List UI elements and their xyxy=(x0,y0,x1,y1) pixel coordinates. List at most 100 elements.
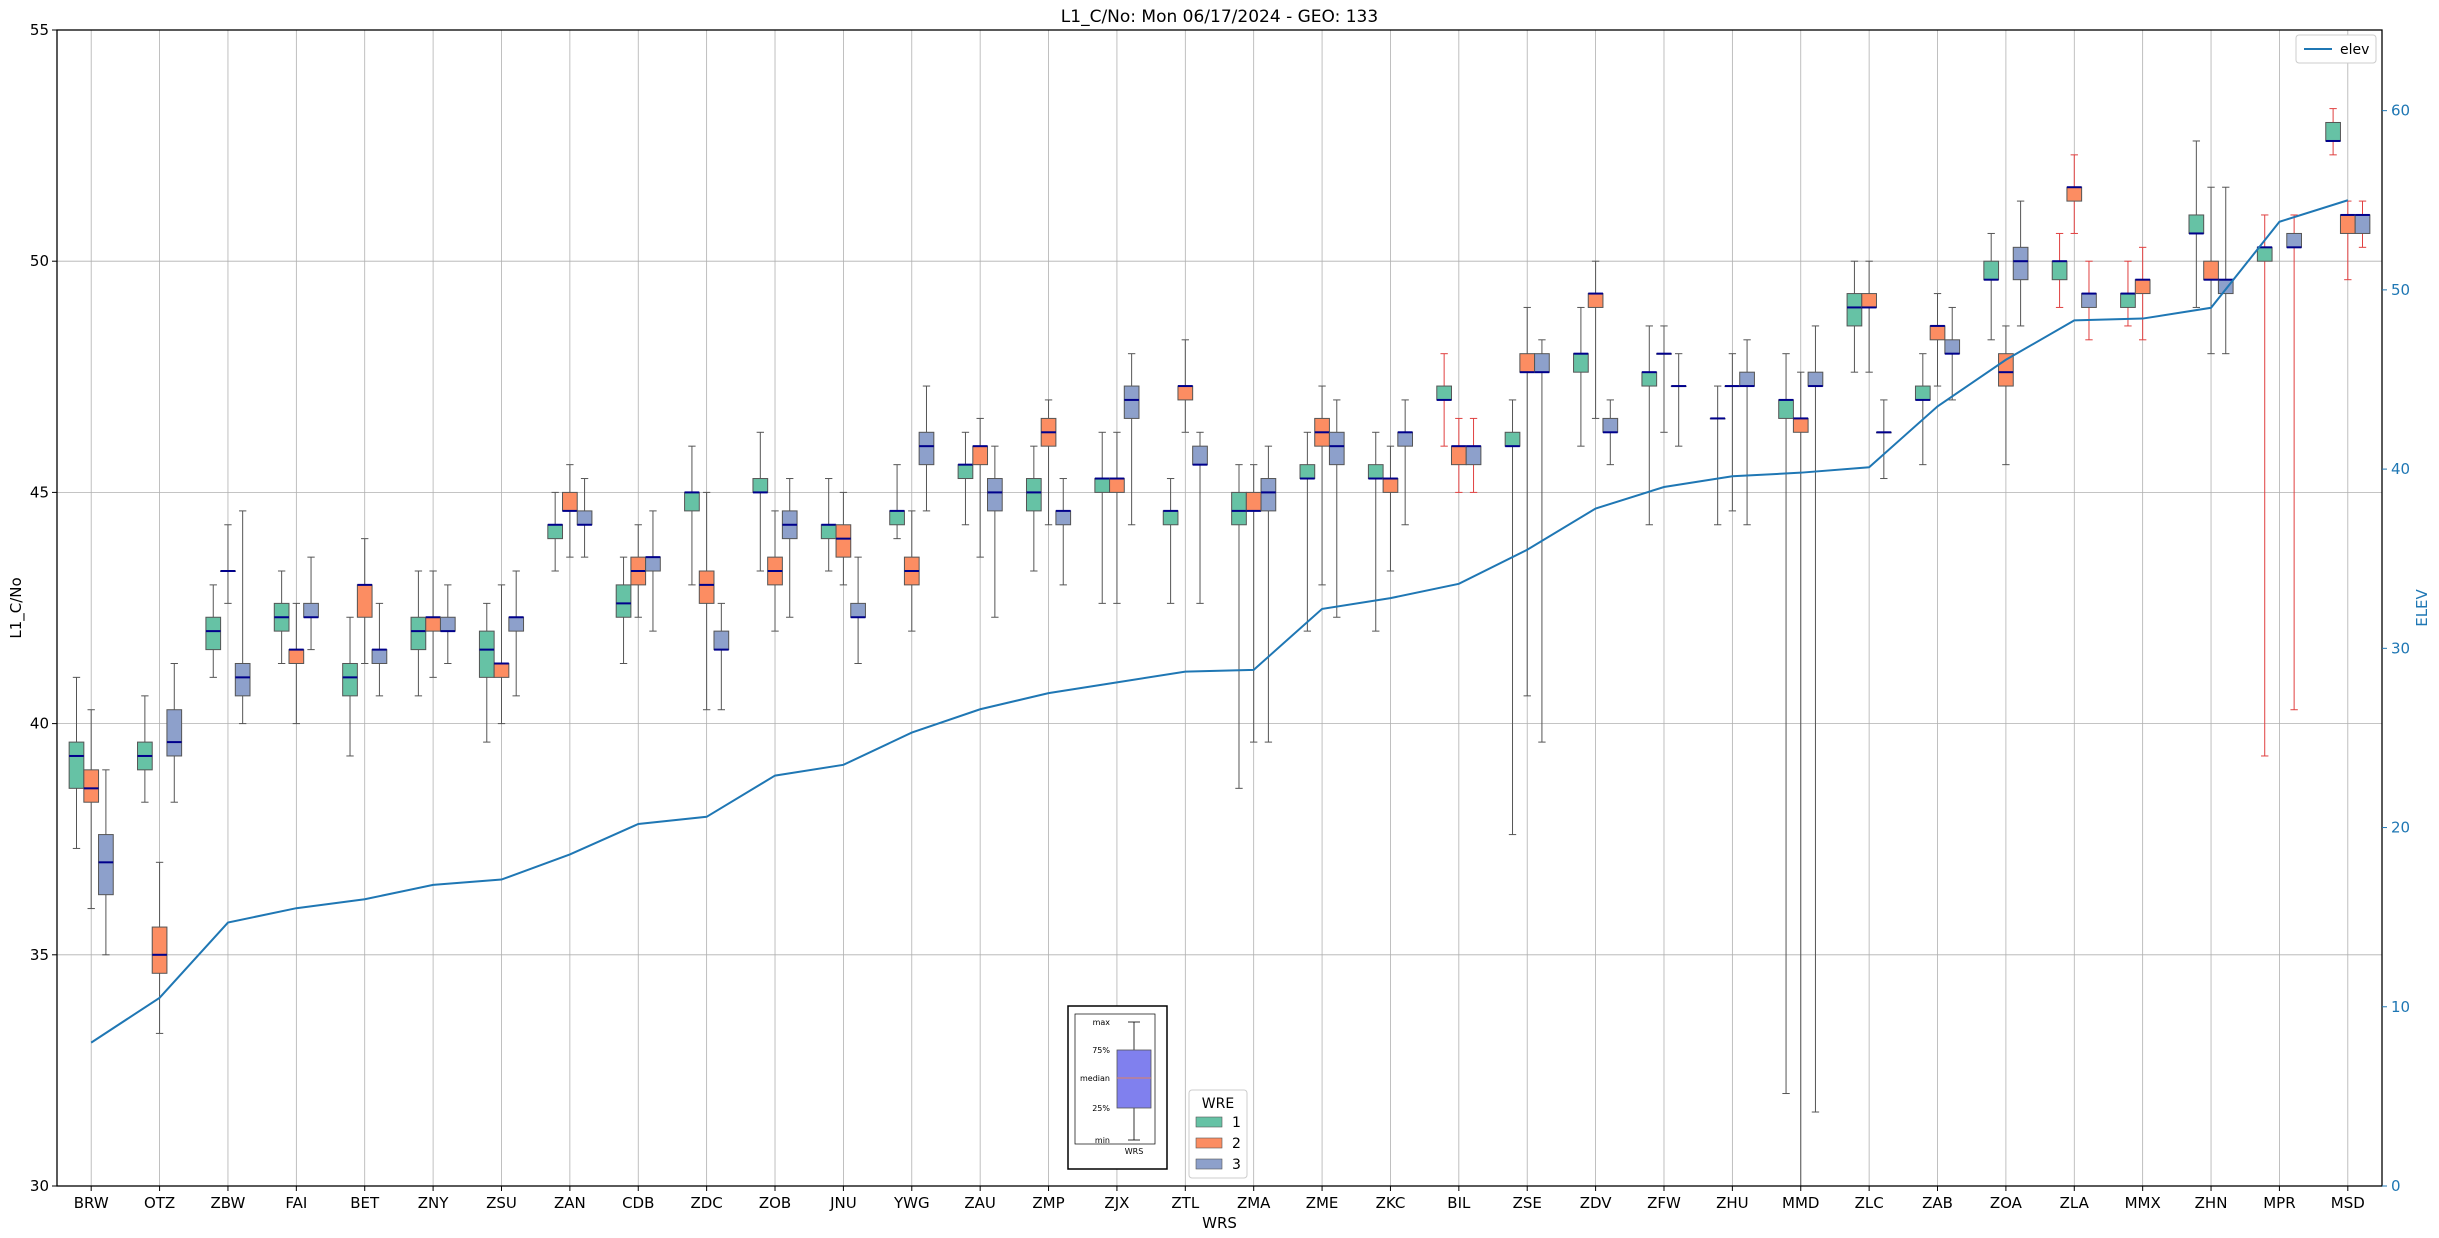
box-wre-3 xyxy=(98,834,114,896)
box-wre-3 xyxy=(1192,445,1208,466)
box-wre-1 xyxy=(1504,431,1521,447)
x-tick-label: MMD xyxy=(1782,1194,1819,1212)
box-wre-2 xyxy=(835,524,852,558)
box-wre-1 xyxy=(1367,464,1384,480)
elev-line xyxy=(90,199,2349,1044)
elev-legend-label: elev xyxy=(2340,42,2369,58)
box-wre-1 xyxy=(2051,260,2068,281)
box-wre-3 xyxy=(1944,339,1961,355)
box-wre-2 xyxy=(1109,478,1125,493)
wre-legend-label-2: 2 xyxy=(1232,1136,1241,1152)
y2-tick-label: 20 xyxy=(2391,819,2410,837)
box-key-box xyxy=(1116,1049,1152,1109)
box-wre-3 xyxy=(1123,385,1140,419)
box-key-inner-frame xyxy=(1074,1013,1156,1145)
box-wre-1 xyxy=(1573,353,1589,373)
box-key-inset: max 75% median 25% min WRS xyxy=(1067,1005,1168,1170)
box-wre-3 xyxy=(1260,478,1277,512)
x-tick-label: MMX xyxy=(2125,1194,2161,1212)
box-wre-2 xyxy=(1929,325,1946,341)
wre-legend-swatch-2 xyxy=(1195,1137,1223,1149)
x-tick-label: ZSE xyxy=(1513,1194,1542,1212)
x-tick-label: CDB xyxy=(622,1194,654,1212)
box-wre-2 xyxy=(2134,279,2151,295)
box-wre-3 xyxy=(576,510,593,526)
box-wre-3 xyxy=(371,649,388,664)
box-key-label-q3: 75% xyxy=(1092,1046,1110,1055)
y2-tick-label: 0 xyxy=(2391,1177,2401,1195)
y-axis-title: L1_C/No xyxy=(7,577,26,638)
x-tick-label: ZBW xyxy=(211,1194,246,1212)
box-wre-3 xyxy=(2354,214,2371,234)
y2-tick-label: 30 xyxy=(2391,639,2410,657)
wre-legend-swatch-3 xyxy=(1195,1158,1223,1170)
box-wre-2 xyxy=(562,491,578,512)
y2-axis-title: ELEV xyxy=(2413,588,2431,626)
box-wre-3 xyxy=(1055,510,1072,526)
x-tick-label: ZJX xyxy=(1104,1194,1129,1212)
wre-legend: WRE 1 2 3 xyxy=(1188,1089,1248,1179)
box-wre-2 xyxy=(1382,478,1399,493)
box-wre-1 xyxy=(2325,121,2341,142)
elev-legend-frame xyxy=(2295,34,2377,64)
box-wre-1 xyxy=(2120,293,2136,308)
x-tick-label: ZKC xyxy=(1376,1194,1406,1212)
x-tick-label: MPR xyxy=(2263,1194,2295,1212)
y-tick-label: 55 xyxy=(30,21,49,39)
box-wre-3 xyxy=(2081,293,2097,308)
x-axis-title: WRS xyxy=(1202,1214,1237,1232)
elev-layer xyxy=(90,199,2349,1044)
plot-frame xyxy=(56,29,2383,1187)
x-tick-label: ZOB xyxy=(759,1194,791,1212)
x-tick-label: ZDC xyxy=(690,1194,722,1212)
box-wre-2 xyxy=(1519,353,1536,373)
box-wre-3 xyxy=(1602,417,1619,433)
wre-legend-frame xyxy=(1188,1089,1248,1179)
x-tick-label: ZLC xyxy=(1855,1194,1884,1212)
box-wre-3 xyxy=(645,556,661,572)
box-wre-1 xyxy=(615,584,632,618)
box-wre-1 xyxy=(1641,371,1658,387)
box-key-label-q1: 25% xyxy=(1092,1104,1110,1113)
box-wre-3 xyxy=(166,709,183,757)
y-tick-label: 45 xyxy=(30,483,49,501)
box-wre-1 xyxy=(342,662,358,697)
x-tick-label: ZNY xyxy=(418,1194,449,1212)
x-tick-label: ZHU xyxy=(1716,1194,1749,1212)
box-wre-3 xyxy=(1397,431,1414,447)
elev-legend: elev xyxy=(2295,34,2377,64)
box-wre-3 xyxy=(1739,371,1755,387)
x-tick-label: ZLA xyxy=(2060,1194,2090,1212)
box-wre-3 xyxy=(303,602,319,618)
box-wre-3 xyxy=(850,602,866,618)
y2-tick-label: 50 xyxy=(2391,281,2410,299)
box-key-label-median: median xyxy=(1080,1074,1110,1083)
box-wre-3 xyxy=(234,662,251,697)
y-tick-label: 40 xyxy=(30,715,49,733)
box-wre-3 xyxy=(1534,353,1550,373)
box-wre-2 xyxy=(1450,445,1467,466)
box-wre-1 xyxy=(1436,385,1452,401)
x-tick-label: ZHN xyxy=(2195,1194,2228,1212)
box-wre-2 xyxy=(1177,385,1194,401)
x-tick-label: ZFW xyxy=(1647,1194,1681,1212)
y-tick-label: 35 xyxy=(30,946,49,964)
box-wre-2 xyxy=(288,649,305,664)
box-wre-3 xyxy=(508,616,525,632)
box-wre-1 xyxy=(205,616,222,651)
x-tick-label: ZAN xyxy=(554,1194,586,1212)
box-wre-2 xyxy=(356,584,373,618)
x-tick-label: ZMP xyxy=(1032,1194,1064,1212)
x-tick-label: YWG xyxy=(893,1194,930,1212)
box-wre-3 xyxy=(713,630,730,651)
x-tick-label: MSD xyxy=(2331,1194,2365,1212)
box-key-xlabel: WRS xyxy=(1125,1147,1144,1156)
chart-title: L1_C/No: Mon 06/17/2024 - GEO: 133 xyxy=(1061,7,1378,27)
box-wre-1 xyxy=(684,491,700,512)
box-wre-1 xyxy=(1094,478,1111,493)
box-wre-3 xyxy=(1465,445,1482,466)
wre-legend-swatch-1 xyxy=(1195,1116,1223,1128)
x-tick-label: ZDV xyxy=(1580,1194,1613,1212)
box-key-label-max: max xyxy=(1093,1018,1111,1027)
